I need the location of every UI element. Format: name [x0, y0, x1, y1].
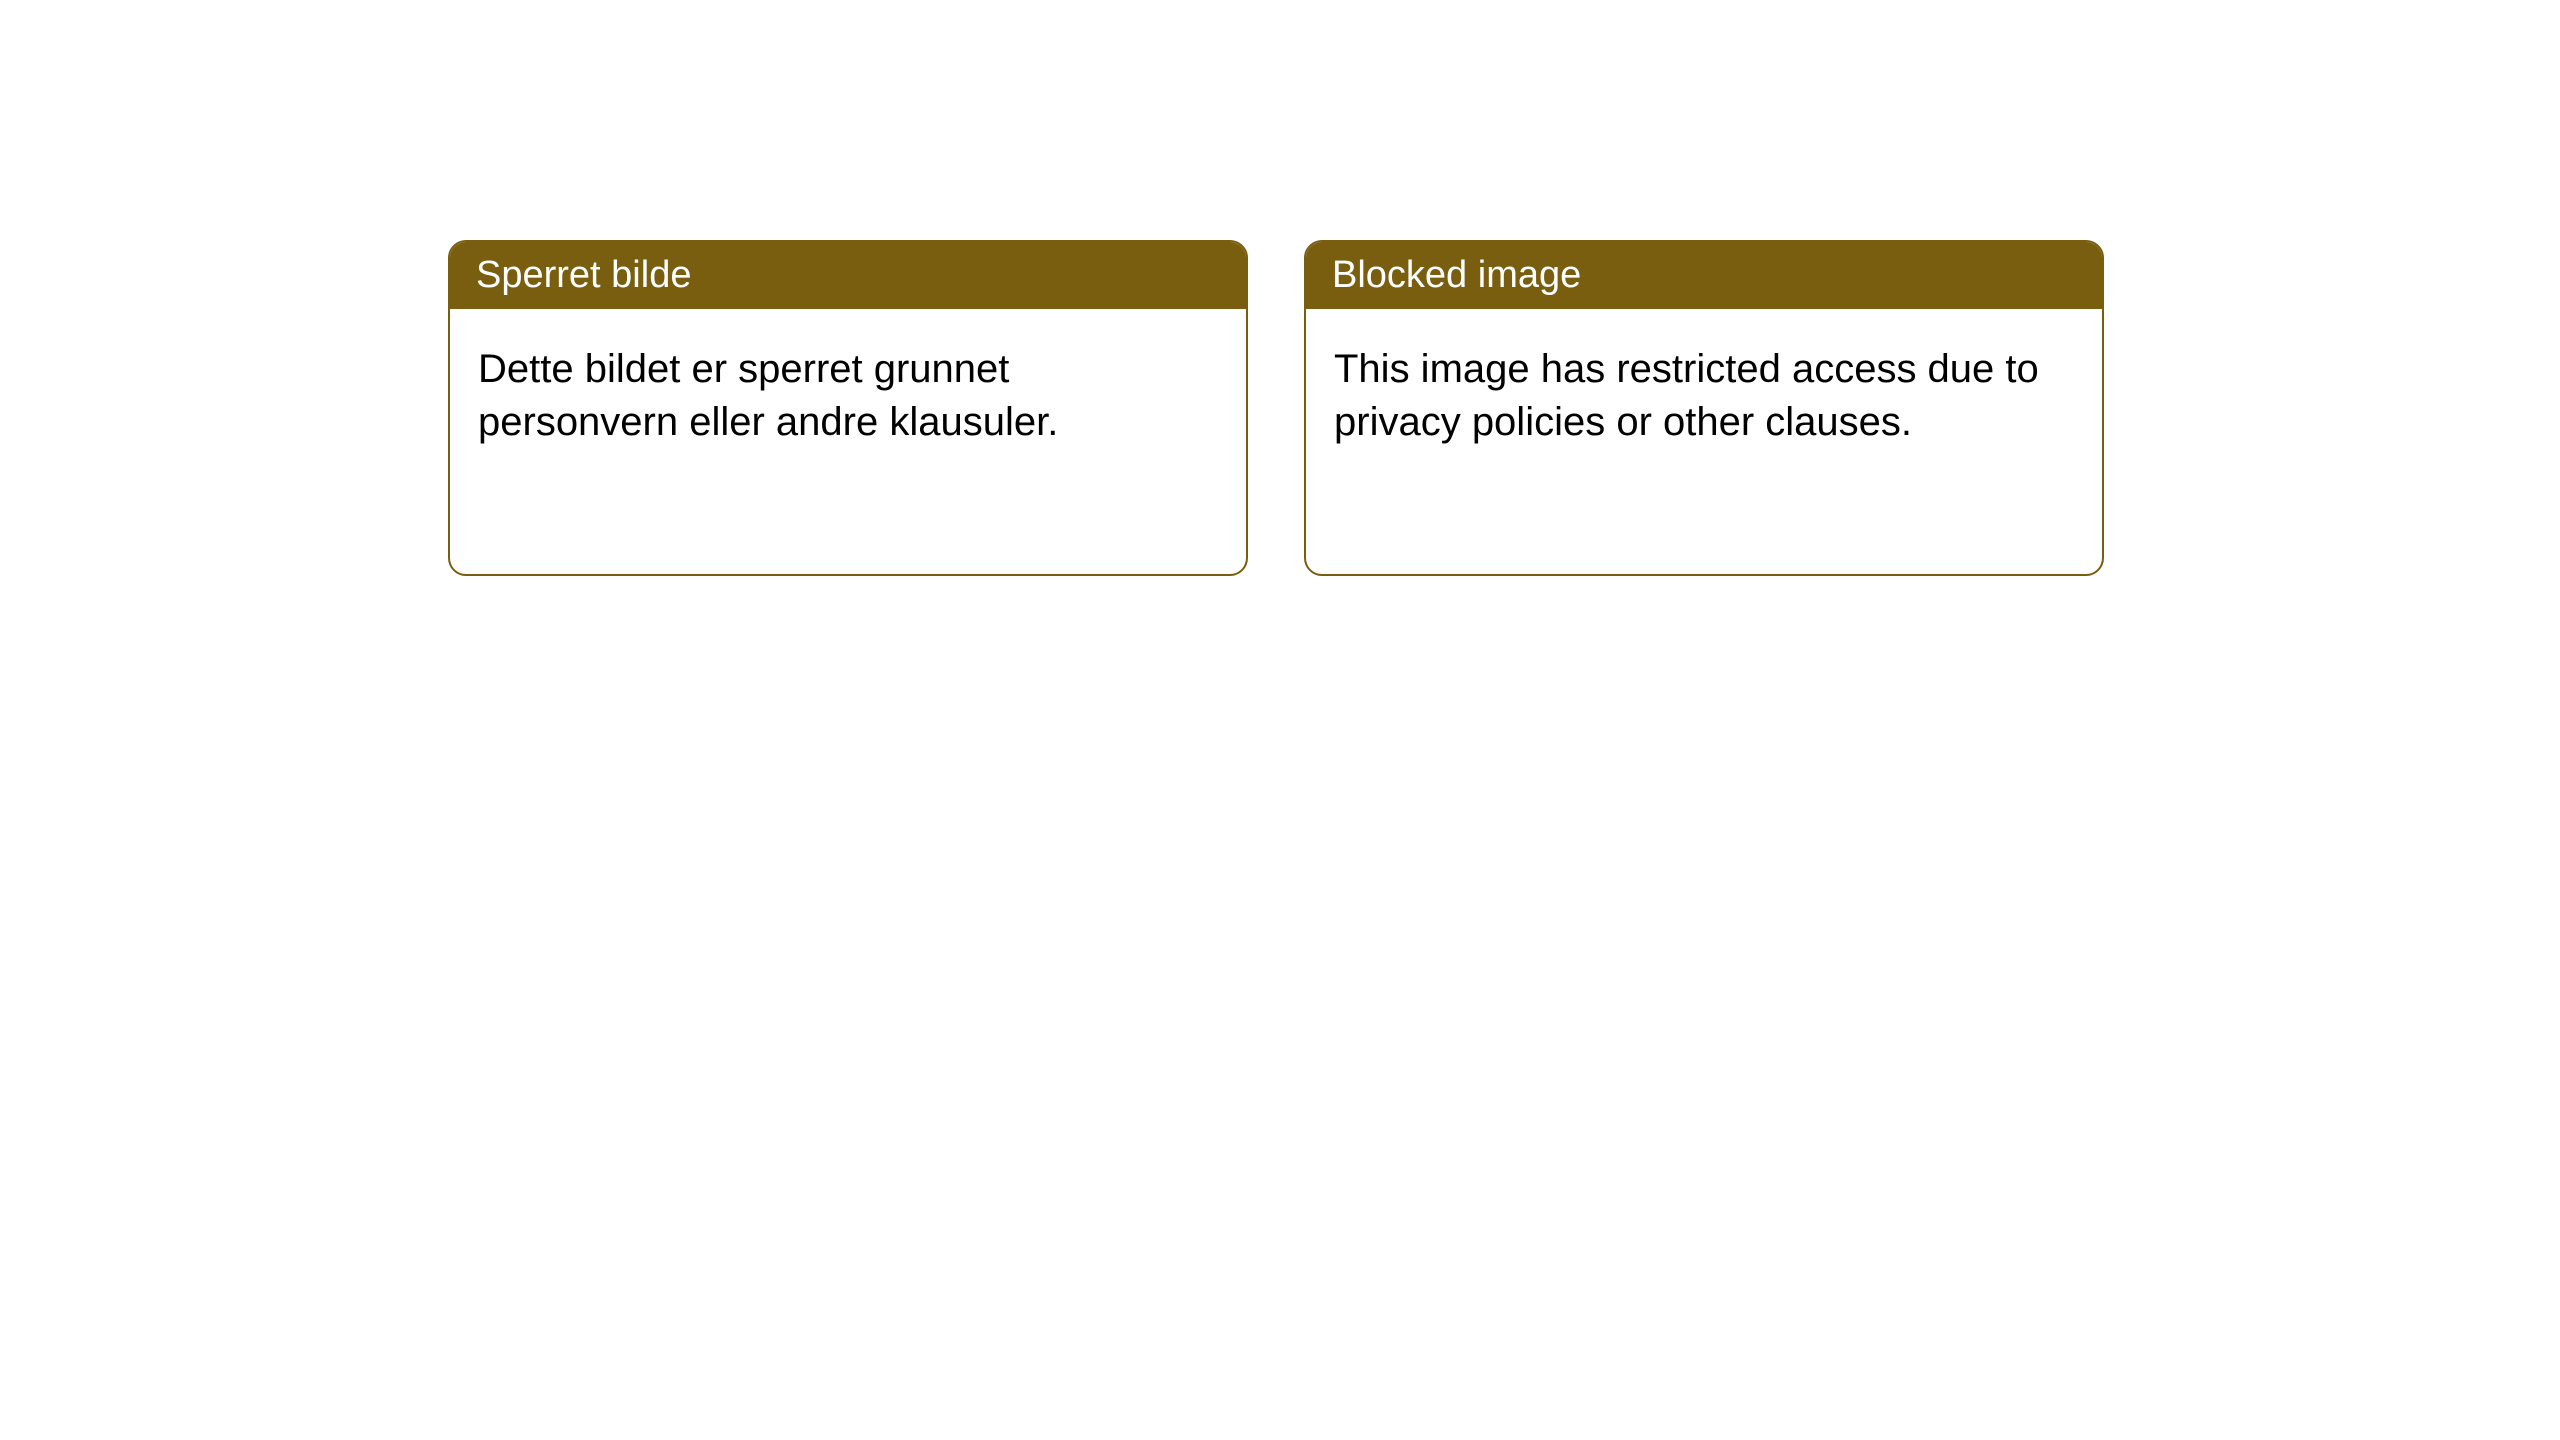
notice-container: Sperret bilde Dette bildet er sperret gr… [0, 0, 2560, 576]
card-body-no: Dette bildet er sperret grunnet personve… [450, 309, 1246, 483]
card-header-en: Blocked image [1306, 242, 2102, 309]
card-text-no: Dette bildet er sperret grunnet personve… [478, 347, 1058, 444]
card-title-no: Sperret bilde [476, 254, 691, 296]
blocked-image-card-no: Sperret bilde Dette bildet er sperret gr… [448, 240, 1248, 576]
card-title-en: Blocked image [1332, 254, 1581, 296]
card-text-en: This image has restricted access due to … [1334, 347, 2039, 444]
blocked-image-card-en: Blocked image This image has restricted … [1304, 240, 2104, 576]
card-header-no: Sperret bilde [450, 242, 1246, 309]
card-body-en: This image has restricted access due to … [1306, 309, 2102, 483]
